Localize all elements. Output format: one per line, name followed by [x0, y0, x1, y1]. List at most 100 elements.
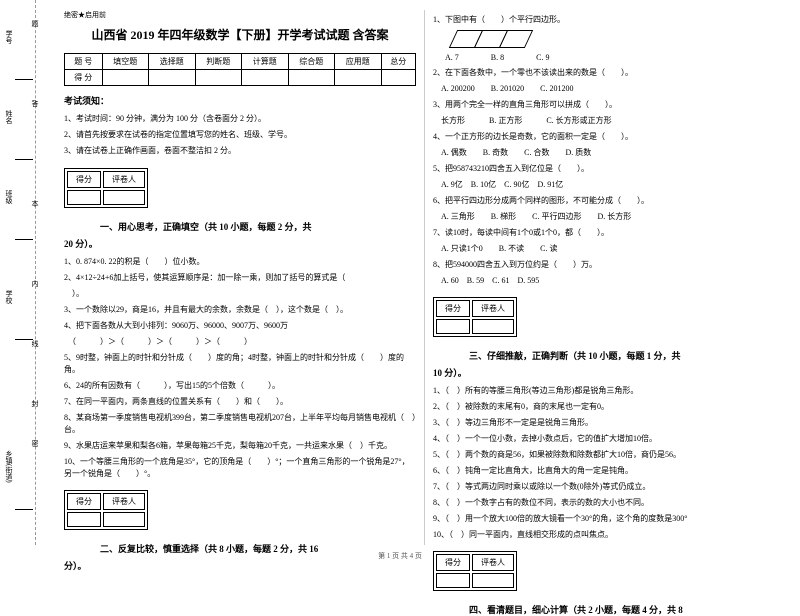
- page-footer: 第 1 页 共 4 页: [0, 551, 800, 561]
- sec3-title2: 10 分）。: [433, 366, 786, 379]
- sb2-e2: [103, 512, 145, 527]
- secret-label: 绝密★启用前: [64, 10, 416, 20]
- content-area: 绝密★启用前 山西省 2019 年四年级数学【下册】开学考试试题 含答案 题 号…: [50, 0, 800, 545]
- seal-char-0: 题: [30, 20, 40, 27]
- s2q2: 2、在下面各数中，一个零也不该读出来的数是（ ）。: [433, 67, 786, 79]
- binding-label-town: 乡镇(街道): [4, 450, 14, 483]
- sb4-e1: [436, 573, 470, 588]
- s3q10: 10、（ ）同一平面内，直线相交形成的点叫焦点。: [433, 529, 786, 541]
- sb1-e1: [67, 190, 101, 205]
- th-6: 应用题: [335, 54, 382, 70]
- s1q9: 9、水果店运来苹果和梨各6箱，苹果每箱25千克，梨每箱20千克，一共运来水果（ …: [64, 440, 416, 452]
- seal-char-3: 内: [30, 280, 40, 287]
- sb1-e2: [103, 190, 145, 205]
- sc-2: [149, 70, 196, 86]
- seal-char-1: 答: [30, 100, 40, 107]
- s1q1: 1、0. 874×0. 22的积是（ ）位小数。: [64, 256, 416, 268]
- s1q5: 5、9时整，钟面上的时针和分针成（ ）度的角；4时整，钟面上的时针和分针成（ ）…: [64, 352, 416, 376]
- sc-5: [288, 70, 335, 86]
- sb3-e2: [472, 319, 514, 334]
- s3q3: 3、（ ）等边三角形不一定是是锐角三角形。: [433, 417, 786, 429]
- binding-field-class: [15, 210, 33, 240]
- sb3-c2: 评卷人: [472, 300, 514, 317]
- s1q2b: ）。: [64, 288, 416, 300]
- th-7: 总分: [381, 54, 416, 70]
- scorebox-2: 得分评卷人: [64, 490, 148, 530]
- s2q6o: A. 三角形 B. 梯形 C. 平行四边形 D. 长方形: [433, 211, 786, 223]
- sc-3: [195, 70, 242, 86]
- s2q4: 4、一个正方形的边长是奇数，它的面积一定是（ ）。: [433, 131, 786, 143]
- s1q2: 2、4×12÷24+6加上括号，使其运算顺序是：加一除一乘，则加了括号的算式是（: [64, 272, 416, 284]
- s3q8: 8、（ ）一个数字占有的数位不同，表示的数的大小也不同。: [433, 497, 786, 509]
- s1q4b: （ ）＞（ ）＞（ ）＞（ ）: [64, 336, 416, 348]
- s1q4: 4、把下面各数从大到小排列：9060万、96000、9007万、9600万: [64, 320, 416, 332]
- s3q7: 7、（ ）等式两边同时乘以或除以一个数(0除外)等式仍成立。: [433, 481, 786, 493]
- s3q4: 4、（ ）一个一位小数，去掉小数点后，它的值扩大增加10倍。: [433, 433, 786, 445]
- scorebox-1: 得分评卷人: [64, 168, 148, 208]
- th-4: 计算题: [242, 54, 289, 70]
- th-2: 选择题: [149, 54, 196, 70]
- s2q4o: A. 偶数 B. 奇数 C. 合数 D. 质数: [433, 147, 786, 159]
- sb2-c1: 得分: [67, 493, 101, 510]
- seal-char-4: 线: [30, 340, 40, 347]
- score-table: 题 号 填空题 选择题 判断题 计算题 综合题 应用题 总分 得 分: [64, 53, 416, 86]
- notice-1: 1、考试时间：90 分钟，满分为 100 分（含卷面分 2 分）。: [64, 113, 416, 124]
- sb2-c2: 评卷人: [103, 493, 145, 510]
- binding-label-studentid: 学号: [4, 30, 14, 44]
- s2q7: 7、读10时，每读中间有1个0或1个0，都（ ）。: [433, 227, 786, 239]
- s1q10: 10、一个等腰三角形的一个底角是35°，它的顶角是（ ）°；一个直角三角形的一个…: [64, 456, 416, 480]
- binding-label-name: 姓名: [4, 110, 14, 124]
- sec3-title: 三、仔细推敲，正确判断（共 10 小题，每题 1 分，共: [433, 349, 786, 362]
- seal-char-5: 封: [30, 400, 40, 407]
- binding-margin: 学号 姓名 班级 学校 乡镇(街道) 题 答 本 内 线 封 密: [0, 0, 50, 545]
- s3q1: 1、（ ）所有的等腰三角形(等边三角形)都是锐角三角形。: [433, 385, 786, 397]
- sec1-title2: 20 分）。: [64, 237, 416, 250]
- s2q3o: 长方形 B. 正方形 C. 长方形或正方形: [433, 115, 786, 127]
- s1q7: 7、在同一平面内，两条直线的位置关系有（ ）和（ ）。: [64, 396, 416, 408]
- s2q5: 5、把958743210四舍五入到亿位是（ ）。: [433, 163, 786, 175]
- sc-1: [102, 70, 149, 86]
- binding-label-school: 学校: [4, 290, 14, 304]
- s1q6: 6、24的所有因数有（ ），写出15的5个倍数（ ）。: [64, 380, 416, 392]
- scorebox-3: 得分评卷人: [433, 297, 517, 337]
- sb4-e2: [472, 573, 514, 588]
- notice-title: 考试须知：: [64, 94, 416, 107]
- s1q8: 8、某商场第一季度销售电视机399台，第二季度销售电视机207台，上半年平均每月…: [64, 412, 416, 436]
- sb1-c1: 得分: [67, 171, 101, 188]
- s2q8: 8、把594000四舍五入到万位约是（ ）万。: [433, 259, 786, 271]
- th-1: 填空题: [102, 54, 149, 70]
- exam-title: 山西省 2019 年四年级数学【下册】开学考试试题 含答案: [64, 26, 416, 43]
- right-column: 1、下图中有（ ）个平行四边形。 A. 7 B. 8 C. 9 2、在下面各数中…: [425, 10, 794, 545]
- parallelogram-figure: [453, 30, 786, 48]
- th-0: 题 号: [65, 54, 103, 70]
- sb3-c1: 得分: [436, 300, 470, 317]
- notice-2: 2、请首先按要求在试卷的指定位置填写您的姓名、班级、学号。: [64, 129, 416, 140]
- left-column: 绝密★启用前 山西省 2019 年四年级数学【下册】开学考试试题 含答案 题 号…: [56, 10, 425, 545]
- s2q7o: A. 只读1个0 B. 不读 C. 读: [433, 243, 786, 255]
- notice-3: 3、请在试卷上正确作画面，卷面不整洁扣 2 分。: [64, 145, 416, 156]
- sec4-title: 四、看清题目，细心计算（共 2 小题，每题 4 分，共 8: [433, 603, 786, 616]
- sc-7: [381, 70, 416, 86]
- binding-field-town: [15, 480, 33, 510]
- seal-char-6: 密: [30, 440, 40, 447]
- s2q1-opts: A. 7 B. 8 C. 9: [445, 52, 786, 63]
- th-5: 综合题: [288, 54, 335, 70]
- s3q6: 6、（ ）钝角一定比直角大，比直角大的角一定是钝角。: [433, 465, 786, 477]
- binding-field-school: [15, 310, 33, 340]
- th-3: 判断题: [195, 54, 242, 70]
- sb2-e1: [67, 512, 101, 527]
- sb3-e1: [436, 319, 470, 334]
- s2q8o: A. 60 B. 59 C. 61 D. 595: [433, 275, 786, 287]
- sc-4: [242, 70, 289, 86]
- s3q5: 5、（ ）两个数的商是56，如果被除数和除数都扩大10倍，商仍是56。: [433, 449, 786, 461]
- s3q2: 2、（ ）被除数的末尾有0，商的末尾也一定有0。: [433, 401, 786, 413]
- binding-field-name: [15, 130, 33, 160]
- s2q2o: A. 200200 B. 201020 C. 201200: [433, 83, 786, 95]
- s2q3: 3、用两个完全一样的直角三角形可以拼成（ ）。: [433, 99, 786, 111]
- s1q3: 3、一个数除以29，商是16，并且有最大的余数，余数是（ ），这个数是（ ）。: [64, 304, 416, 316]
- binding-field-studentid: [15, 50, 33, 80]
- seal-char-2: 本: [30, 200, 40, 207]
- sb1-c2: 评卷人: [103, 171, 145, 188]
- binding-dash-line: [35, 0, 36, 545]
- score-row-label: 得 分: [65, 70, 103, 86]
